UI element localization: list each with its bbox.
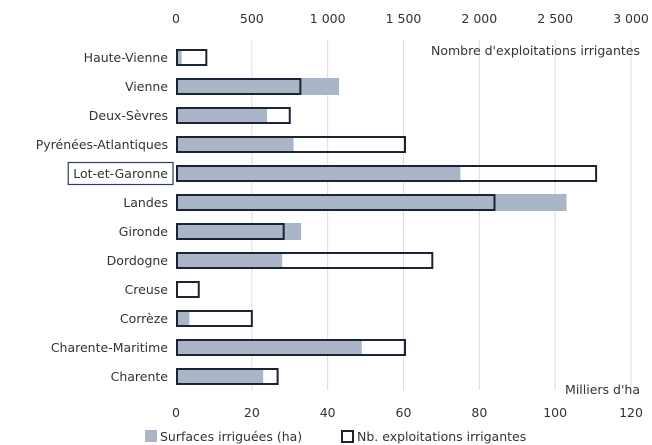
bar-exploitations: [176, 107, 291, 124]
category-label: Lot-et-Garonne: [73, 166, 168, 181]
bar-exploitations: [176, 78, 302, 95]
bar-exploitations: [176, 165, 598, 182]
legend-label-exploitations: Nb. exploitations irrigantes: [357, 429, 526, 444]
bar-exploitations: [176, 194, 496, 211]
bar-exploitations: [176, 310, 253, 327]
bar-exploitations: [176, 281, 200, 298]
category-label: Creuse: [125, 282, 169, 297]
bar-surfaces: [176, 49, 182, 66]
bar-surfaces: [176, 339, 362, 356]
grid-lines: [251, 40, 632, 390]
bar-surfaces: [176, 107, 267, 124]
bar-surfaces: [176, 136, 294, 153]
bottom-axis-title: Milliers d'ha: [565, 382, 640, 397]
bar-exploitations: [176, 368, 279, 385]
bottom-tick-label: 60: [396, 405, 412, 420]
bar-exploitations: [176, 49, 208, 66]
bottom-tick-label: 0: [172, 405, 180, 420]
category-label: Landes: [123, 195, 168, 210]
bar-surfaces: [176, 310, 190, 327]
bar-surfaces: [176, 252, 283, 269]
bars: [176, 49, 598, 385]
bar-exploitations: [176, 252, 434, 269]
category-label: Deux-Sèvres: [89, 108, 168, 123]
bar-surfaces: [176, 223, 302, 240]
category-label: Gironde: [119, 224, 169, 239]
legend-swatch-surfaces: [145, 430, 157, 442]
top-tick-label: 3 000: [613, 11, 649, 26]
top-tick-label: 1 500: [386, 11, 422, 26]
category-label: Dordogne: [107, 253, 169, 268]
bottom-axis-ticks: 0 20 40 60 80 100 120: [172, 405, 643, 420]
top-tick-label: 2 000: [461, 11, 497, 26]
bar-surfaces: [176, 78, 340, 95]
category-label: Corrèze: [120, 311, 168, 326]
category-label: Vienne: [125, 79, 168, 94]
category-label: Haute-Vienne: [84, 50, 169, 65]
legend-label-surfaces: Surfaces irriguées (ha): [160, 429, 302, 444]
top-axis-ticks: 0 500 1 000 1 500 2 000 2 500 3 000: [172, 11, 649, 26]
bar-surfaces: [176, 165, 461, 182]
bar-exploitations: [176, 339, 407, 356]
category-label: Charente: [111, 369, 169, 384]
top-tick-label: 0: [172, 11, 180, 26]
top-tick-label: 1 000: [310, 11, 346, 26]
bar-exploitations: [176, 223, 285, 240]
bar-surfaces: [176, 194, 567, 211]
category-labels: Haute-Vienne Vienne Deux-Sèvres Pyrénées-At…: [36, 50, 174, 384]
bottom-tick-label: 20: [244, 405, 260, 420]
legend: Surfaces irriguées (ha) Nb. exploitation…: [145, 429, 526, 444]
top-tick-label: 500: [240, 11, 264, 26]
bottom-tick-label: 80: [471, 405, 487, 420]
bottom-tick-label: 120: [619, 405, 643, 420]
bar-surfaces: [176, 368, 264, 385]
category-label: Pyrénées-Atlantiques: [36, 137, 168, 152]
legend-swatch-exploitations: [341, 430, 354, 443]
highlight-box: [67, 161, 174, 186]
category-label: Charente-Maritime: [51, 340, 168, 355]
top-tick-label: 2 500: [537, 11, 573, 26]
top-axis-title: Nombre d'exploitations irrigantes: [431, 43, 640, 58]
bottom-tick-label: 100: [543, 405, 567, 420]
bottom-tick-label: 40: [320, 405, 336, 420]
bar-exploitations: [176, 136, 407, 153]
